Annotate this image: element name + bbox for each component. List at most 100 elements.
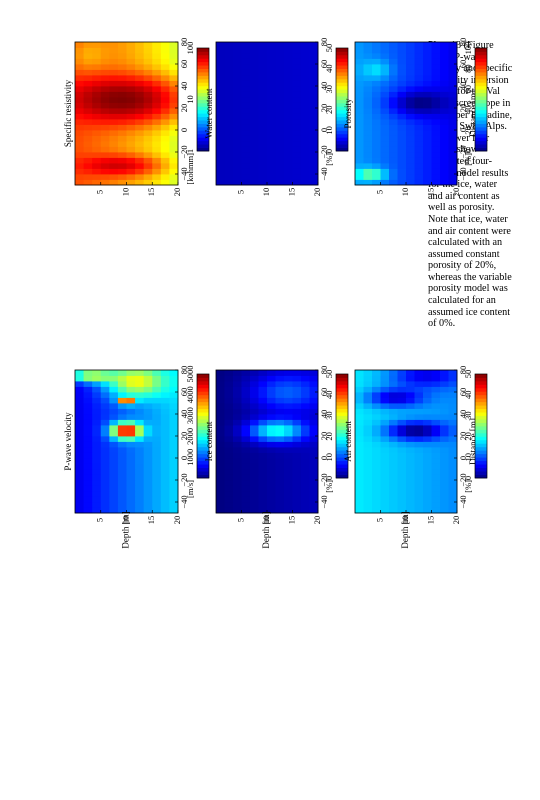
heatmap-cell [233, 414, 242, 420]
heatmap-cell [109, 174, 119, 180]
heatmap-cell [216, 97, 225, 103]
heatmap-cell [406, 386, 415, 393]
heatmap-cell [109, 430, 119, 437]
heatmap-cell [292, 113, 302, 120]
heatmap-cell [301, 53, 310, 59]
colorbar-unit: [%] [324, 153, 334, 166]
colorbar-step [336, 453, 348, 458]
heatmap-cell [440, 507, 449, 514]
heatmap-cell [117, 441, 127, 448]
heatmap-cell [92, 480, 102, 486]
heatmap-cell [275, 447, 285, 453]
heatmap-cell [301, 386, 310, 393]
heatmap-cell [414, 152, 424, 158]
heatmap-cell [389, 58, 398, 65]
colorbar-step [336, 391, 348, 396]
heatmap-cell [250, 469, 259, 475]
heatmap-cell [423, 102, 432, 109]
colorbar-step [475, 405, 487, 410]
heatmap-cell [169, 469, 179, 475]
heatmap-cell [216, 507, 225, 514]
heatmap-cell [241, 414, 251, 420]
heatmap-cell [100, 42, 110, 48]
heatmap-cell [267, 168, 276, 175]
heatmap-cell [380, 58, 390, 65]
heatmap-cell [275, 381, 285, 387]
heatmap-cell [152, 146, 162, 153]
heatmap-cell [440, 152, 449, 158]
heatmap-cell [355, 491, 364, 497]
heatmap-cell [92, 408, 102, 415]
heatmap-cell [414, 381, 424, 387]
heatmap-cell [363, 119, 373, 125]
heatmap-cell [292, 53, 302, 59]
heatmap-cell [389, 463, 398, 470]
heatmap-cell [397, 174, 407, 180]
heatmap-cell [224, 441, 234, 448]
heatmap-cell [135, 441, 145, 448]
heatmap-cell [380, 113, 390, 120]
colorbar-step [475, 464, 487, 468]
heatmap-cell [414, 491, 424, 497]
heatmap-cell [169, 97, 179, 103]
heatmap-cell [431, 408, 441, 415]
heatmap-cell [216, 425, 225, 431]
heatmap-cell [355, 452, 364, 459]
heatmap-cell [224, 58, 234, 65]
heatmap-cell [100, 97, 110, 103]
colorbar-step [197, 144, 209, 148]
heatmap-cell [380, 436, 390, 442]
heatmap-cell [109, 425, 119, 431]
colorbar-step [336, 460, 348, 465]
heatmap-cell [267, 53, 276, 59]
heatmap-cell [160, 441, 170, 448]
heatmap-cell [233, 47, 242, 54]
heatmap-cell [216, 502, 225, 508]
heatmap-cell [309, 119, 319, 125]
heatmap-cell [100, 157, 110, 164]
heatmap-cell [301, 507, 310, 514]
heatmap-cell [372, 430, 381, 437]
heatmap-cell [372, 392, 381, 398]
colorbar-step [475, 65, 487, 69]
heatmap-cell [380, 463, 390, 470]
heatmap-cell [135, 480, 145, 486]
colorbar-step [197, 65, 209, 69]
colorbar-step [475, 89, 487, 94]
heatmap-cell [301, 157, 310, 164]
heatmap-cell [241, 463, 251, 470]
heatmap-cell [292, 174, 302, 180]
heatmap-cell [100, 375, 110, 382]
heatmap-cell [267, 441, 276, 448]
heatmap-cell [117, 80, 127, 87]
heatmap-cell [309, 146, 319, 153]
heatmap-cell [431, 152, 441, 158]
heatmap-cell [109, 108, 119, 114]
colorbar-step [336, 394, 348, 399]
heatmap-cell [152, 91, 162, 98]
heatmap-cell [397, 69, 407, 76]
heatmap-cell [309, 408, 319, 415]
heatmap-cell [135, 463, 145, 470]
heatmap-cell [160, 485, 170, 492]
heatmap-cell [431, 69, 441, 76]
colorbar-step [197, 450, 209, 455]
heatmap-cell [135, 386, 145, 393]
colorbar-step [197, 474, 209, 479]
heatmap-cell [83, 458, 93, 464]
heatmap-cell [355, 102, 364, 109]
heatmap-cell [75, 419, 84, 426]
x-tick-label: 80 [458, 38, 468, 47]
heatmap-cell [414, 80, 424, 87]
heatmap-cell [406, 408, 415, 415]
heatmap-cell [160, 474, 170, 481]
colorbar-step [197, 68, 209, 73]
heatmap-cell [267, 102, 276, 109]
heatmap-cell [135, 403, 145, 409]
heatmap-cell [216, 130, 225, 136]
heatmap-cell [380, 507, 390, 514]
heatmap-cell [258, 174, 268, 180]
heatmap-cell [100, 102, 110, 109]
heatmap-cell [135, 436, 145, 442]
